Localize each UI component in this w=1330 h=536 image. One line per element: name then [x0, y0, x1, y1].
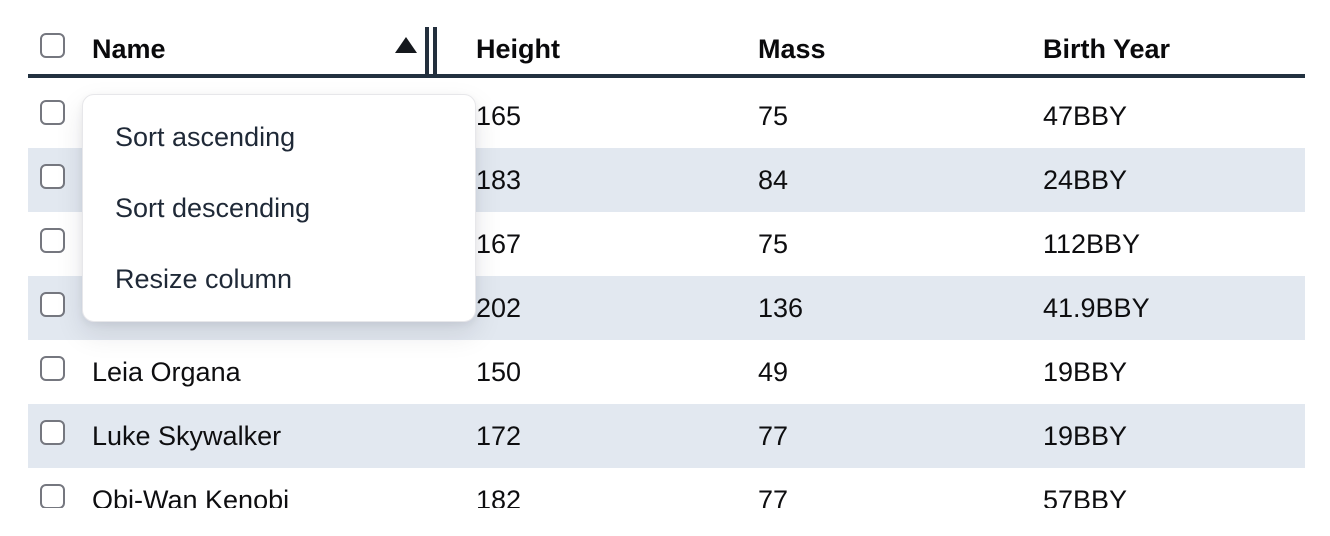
- row-checkbox[interactable]: [40, 228, 65, 253]
- column-header-name-label: Name: [92, 33, 166, 64]
- cell-mass: 75: [758, 228, 789, 259]
- table-viewport: Name Height Mass Birth Year 165 75 47BBY…: [0, 0, 1330, 508]
- table-row: 202 136 41.9BBY: [28, 276, 1305, 340]
- column-header-height[interactable]: Height: [476, 33, 560, 64]
- cell-mass: 77: [758, 420, 789, 451]
- table-row: 165 75 47BBY: [28, 84, 1305, 148]
- cell-name: Luke Skywalker: [92, 420, 282, 451]
- table-row: 167 75 112BBY: [28, 212, 1305, 276]
- column-context-menu: Sort ascending Sort descending Resize co…: [82, 94, 476, 322]
- cell-height: 172: [476, 420, 522, 451]
- row-checkbox[interactable]: [40, 420, 65, 445]
- menu-item-sort-ascending[interactable]: Sort ascending: [115, 122, 296, 152]
- cell-mass: 75: [758, 100, 789, 131]
- menu-item-sort-descending[interactable]: Sort descending: [115, 193, 311, 223]
- select-all-cell: [40, 33, 92, 65]
- table-row: Luke Skywalker 172 77 19BBY: [28, 404, 1305, 468]
- cell-height: 167: [476, 228, 522, 259]
- column-resize-handle[interactable]: [425, 27, 437, 75]
- column-header-mass[interactable]: Mass: [758, 33, 826, 64]
- row-checkbox[interactable]: [40, 484, 65, 508]
- row-checkbox[interactable]: [40, 292, 65, 317]
- cell-mass: 49: [758, 356, 789, 387]
- cell-birth-year: 41.9BBY: [1043, 292, 1150, 323]
- cell-height: 165: [476, 100, 522, 131]
- cell-birth-year: 57BBY: [1043, 484, 1128, 509]
- cell-mass: 84: [758, 164, 789, 195]
- cell-height: 150: [476, 356, 522, 387]
- cell-birth-year: 24BBY: [1043, 164, 1128, 195]
- cell-name: Obi-Wan Kenobi: [92, 484, 290, 509]
- cell-birth-year: 19BBY: [1043, 420, 1128, 451]
- sort-ascending-icon: [395, 37, 417, 53]
- column-header-name[interactable]: Name: [92, 34, 476, 65]
- table-header-row: Name Height Mass Birth Year: [28, 0, 1305, 78]
- cell-mass: 77: [758, 484, 789, 509]
- cell-height: 183: [476, 164, 522, 195]
- row-checkbox[interactable]: [40, 100, 65, 125]
- column-header-birth-year[interactable]: Birth Year: [1043, 33, 1171, 64]
- cell-height: 182: [476, 484, 522, 509]
- row-checkbox[interactable]: [40, 356, 65, 381]
- cell-birth-year: 47BBY: [1043, 100, 1128, 131]
- row-checkbox[interactable]: [40, 164, 65, 189]
- cell-mass: 136: [758, 292, 804, 323]
- select-all-checkbox[interactable]: [40, 33, 65, 58]
- table-row: Obi-Wan Kenobi 182 77 57BBY: [28, 468, 1305, 508]
- menu-item-resize-column[interactable]: Resize column: [115, 264, 293, 294]
- cell-birth-year: 112BBY: [1043, 228, 1141, 259]
- cell-name: Leia Organa: [92, 356, 241, 387]
- table-row: Leia Organa 150 49 19BBY: [28, 340, 1305, 404]
- cell-height: 202: [476, 292, 522, 323]
- table-body: 165 75 47BBY 183 84 24BBY 167 75 112BBY: [0, 84, 1330, 508]
- cell-birth-year: 19BBY: [1043, 356, 1128, 387]
